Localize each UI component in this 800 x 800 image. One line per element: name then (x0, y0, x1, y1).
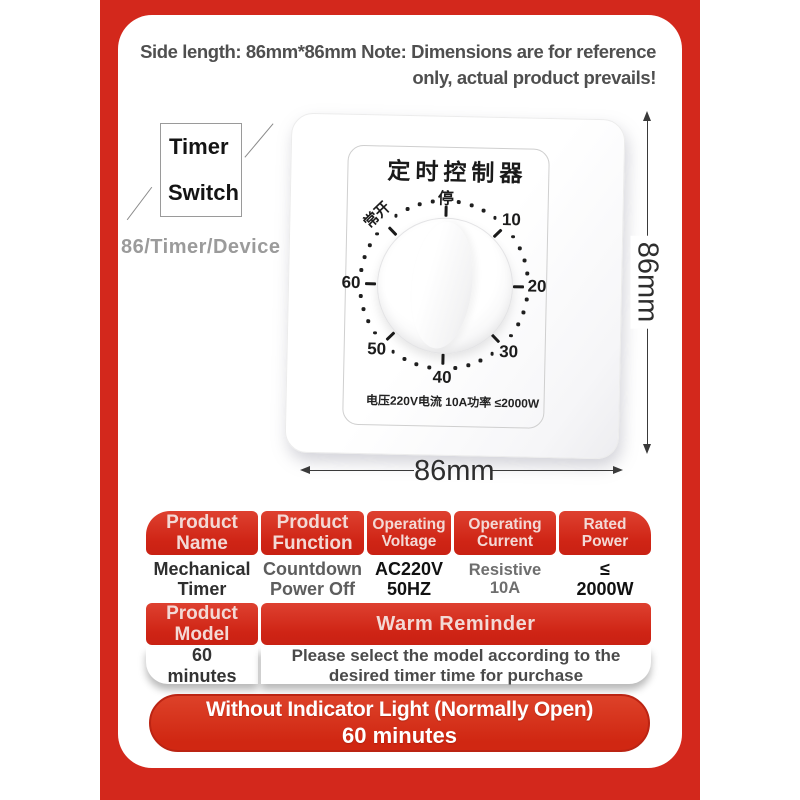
dial-dot (375, 232, 379, 236)
leader-line (126, 186, 153, 221)
dial-dot (361, 307, 366, 311)
card: Side length: 86mm*86mm Note: Dimensions … (118, 15, 682, 768)
top-note: Side length: 86mm*86mm Note: Dimensions … (126, 39, 656, 91)
dial-dot (521, 310, 526, 315)
header-operating-voltage: Operating Voltage (367, 511, 451, 555)
dial-tick (440, 353, 445, 365)
top-note-line-1: Side length: 86mm*86mm Note: Dimensions … (140, 41, 656, 62)
sketch-label-box: Timer Switch (160, 123, 242, 217)
switch-panel: 定时控制器 停 常开 10 20 30 40 50 60 电压220V电流 10… (284, 112, 626, 460)
dial-dot (493, 216, 497, 220)
height-dimension-line (647, 115, 649, 243)
dial-tick (512, 284, 524, 288)
value-rated-power: ≤2000W (559, 557, 651, 601)
header-product-model: Product Model (146, 603, 258, 645)
dial-dot (469, 203, 474, 208)
dial-tick (492, 228, 503, 239)
dial-dot (394, 213, 398, 218)
pill-line-2: 60 minutes (342, 723, 457, 748)
arrow-right-icon (613, 466, 623, 474)
dial-dot (427, 365, 431, 370)
footer-pill: Without Indicator Light (Normally Open) … (149, 694, 650, 752)
dial-dot (359, 268, 364, 272)
value-product-model: 60 minutes (146, 645, 258, 686)
dial-dot (405, 207, 410, 211)
dial-label-50: 50 (367, 339, 387, 359)
dial-dot (525, 271, 530, 276)
dial-dot (368, 243, 372, 247)
dial-dot (524, 297, 529, 302)
value-product-name: Mechanical Timer (146, 557, 258, 601)
spec-table: Product Name Product Function Operating … (146, 511, 651, 686)
header-product-function: Product Function (261, 511, 364, 555)
dial-dot (402, 357, 407, 361)
dial-dot (490, 351, 494, 356)
dial-dot (417, 202, 422, 207)
width-dimension-line (308, 470, 414, 472)
header-warm-reminder: Warm Reminder (261, 603, 651, 645)
width-dimension-line (492, 470, 614, 472)
dial-dot (478, 358, 483, 363)
value-warm-reminder: Please select the model according to the… (261, 646, 651, 685)
leader-line (244, 123, 274, 158)
dial-label-10: 10 (501, 209, 522, 230)
knob-grip (405, 218, 479, 352)
category-caption: 86/Timer/Device (121, 236, 281, 258)
dial-dot (457, 200, 461, 204)
dial-dot (391, 349, 396, 354)
dial-dot (509, 333, 513, 338)
dial-dot (453, 366, 458, 370)
dial-tick (364, 281, 376, 285)
dial-dot (373, 330, 377, 335)
dial-label-20: 20 (527, 276, 547, 296)
dial-dot (414, 362, 419, 366)
dial-dot (511, 235, 515, 239)
dial-label-40: 40 (432, 367, 452, 387)
header-product-name: Product Name (146, 511, 258, 555)
dial-dot (517, 246, 522, 250)
arrow-left-icon (300, 466, 310, 474)
header-rated-power: Rated Power (559, 511, 651, 555)
dial-tick (443, 205, 448, 217)
arrow-down-icon (643, 444, 651, 454)
dial-dot (359, 294, 363, 298)
dial-label-60: 60 (341, 272, 361, 293)
width-dimension-label: 86mm (414, 455, 495, 487)
value-operating-voltage: AC220V 50HZ (367, 557, 451, 601)
value-product-function: Countdown Power Off (261, 557, 364, 601)
dial-dot (466, 363, 471, 367)
top-note-line-2: only, actual product prevails! (412, 67, 656, 88)
dial-tick (387, 226, 398, 237)
dial-dot (366, 319, 371, 324)
height-dimension-line (647, 323, 649, 449)
dial-dot (362, 255, 367, 259)
dial-label-30: 30 (498, 341, 519, 362)
arrow-up-icon (643, 111, 651, 121)
value-operating-current: Resistive 10A (454, 557, 556, 601)
dial-dot (481, 208, 486, 213)
dial-tick (385, 331, 396, 341)
dial-dot (430, 199, 435, 204)
sketch-label-line-1: Timer (169, 134, 229, 159)
sketch-label-line-2: Switch (168, 180, 239, 205)
dial-dot (522, 258, 527, 263)
pill-line-1: Without Indicator Light (Normally Open) (205, 698, 594, 721)
height-dimension-label: 86mm (630, 235, 664, 329)
header-operating-current: Operating Current (454, 511, 556, 555)
dial-dot (516, 322, 520, 327)
